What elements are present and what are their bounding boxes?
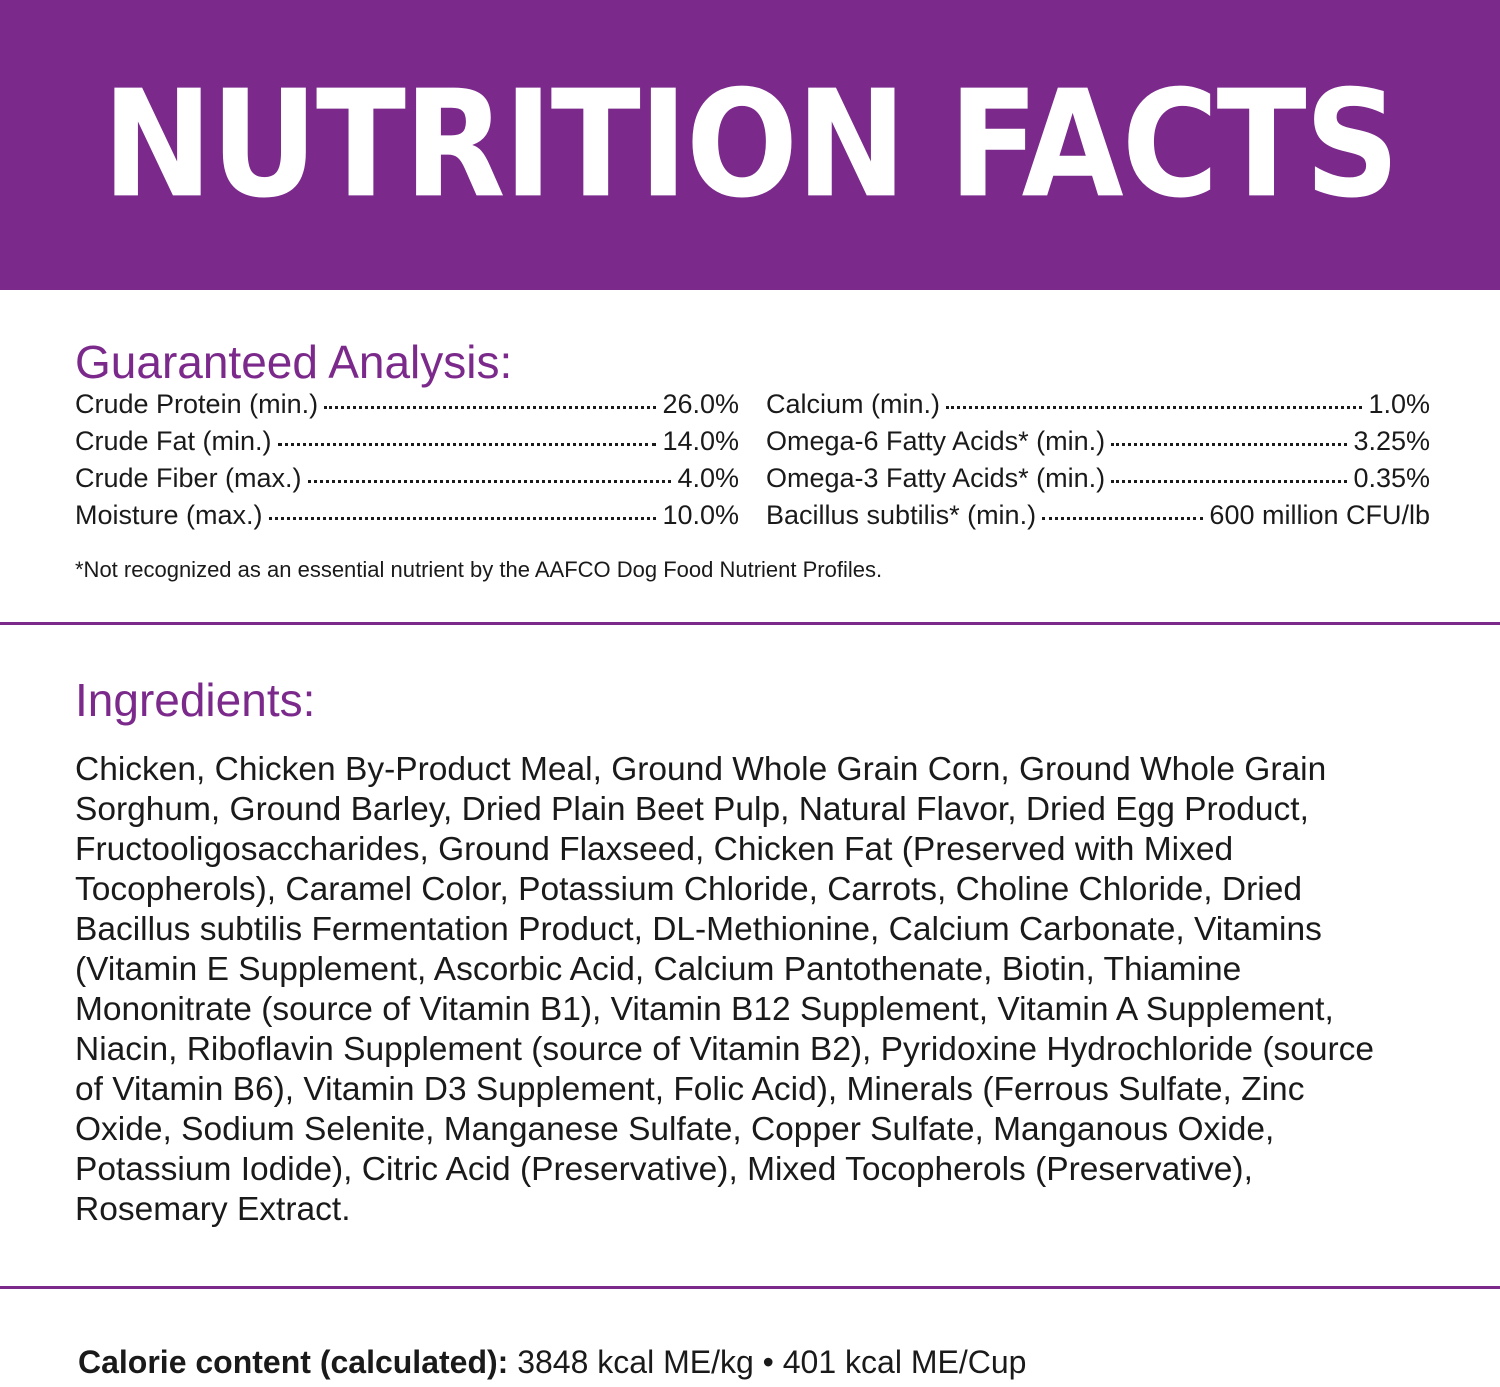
nutrient-label: Omega-3 Fatty Acids* (min.) <box>766 463 1106 493</box>
nutrient-label: Bacillus subtilis* (min.) <box>766 500 1037 530</box>
nutrient-value: 4.0% <box>677 463 739 493</box>
leader <box>307 480 672 483</box>
divider <box>0 1286 1500 1289</box>
calorie-value: 3848 kcal ME/kg • 401 kcal ME/Cup <box>517 1344 1027 1380</box>
analysis-row: Bacillus subtilis* (min.) 600 million CFU… <box>766 500 1430 537</box>
leader <box>1111 480 1348 483</box>
title: NUTRITION FACTS <box>102 58 1399 232</box>
analysis-row: Calcium (min.) 1.0% <box>766 389 1430 426</box>
analysis-row: Omega-6 Fatty Acids* (min.) 3.25% <box>766 426 1430 463</box>
nutrient-value: 0.35% <box>1353 463 1430 493</box>
nutrient-value: 26.0% <box>662 389 739 419</box>
analysis-column: Calcium (min.) 1.0% Omega-6 Fatty Acids* (… <box>766 389 1430 537</box>
leader <box>1042 517 1204 520</box>
analysis-column: Crude Protein (min.) 26.0% Crude Fat (min.… <box>75 389 739 537</box>
footnote: *Not recognized as an essential nutrient… <box>75 557 883 582</box>
divider <box>0 622 1500 625</box>
header: NUTRITION FACTS <box>0 0 1500 290</box>
nutrient-value: 3.25% <box>1353 426 1430 456</box>
leader <box>277 443 657 446</box>
calorie-label: Calorie content (calculated): <box>78 1344 509 1380</box>
nutrient-label: Crude Protein (min.) <box>75 389 319 419</box>
leader <box>1111 443 1348 446</box>
nutrient-label: Crude Fiber (max.) <box>75 463 302 493</box>
leader <box>946 406 1363 409</box>
calorie-content: Calorie content (calculated): 3848 kcal … <box>78 1344 1026 1381</box>
leader <box>268 517 657 520</box>
analysis-row: Omega-3 Fatty Acids* (min.) 0.35% <box>766 463 1430 500</box>
section-heading: Guaranteed Analysis: <box>75 336 513 388</box>
analysis-row: Crude Fiber (max.) 4.0% <box>75 463 739 500</box>
nutrient-value: 1.0% <box>1368 389 1430 419</box>
nutrient-label: Moisture (max.) <box>75 500 263 530</box>
ingredients-text: Chicken, Chicken By-Product Meal, Ground… <box>75 751 1375 1228</box>
nutrient-label: Omega-6 Fatty Acids* (min.) <box>766 426 1106 456</box>
nutrient-value: 14.0% <box>662 426 739 456</box>
nutrient-value: 10.0% <box>662 500 739 530</box>
analysis-row: Crude Fat (min.) 14.0% <box>75 426 739 463</box>
leader <box>324 406 657 409</box>
analysis-row: Moisture (max.) 10.0% <box>75 500 739 537</box>
nutrient-label: Calcium (min.) <box>766 389 941 419</box>
analysis-row: Crude Protein (min.) 26.0% <box>75 389 739 426</box>
nutrient-label: Crude Fat (min.) <box>75 426 272 456</box>
section-heading: Ingredients: <box>75 674 316 726</box>
nutrient-value: 600 million CFU/lb <box>1209 500 1430 530</box>
